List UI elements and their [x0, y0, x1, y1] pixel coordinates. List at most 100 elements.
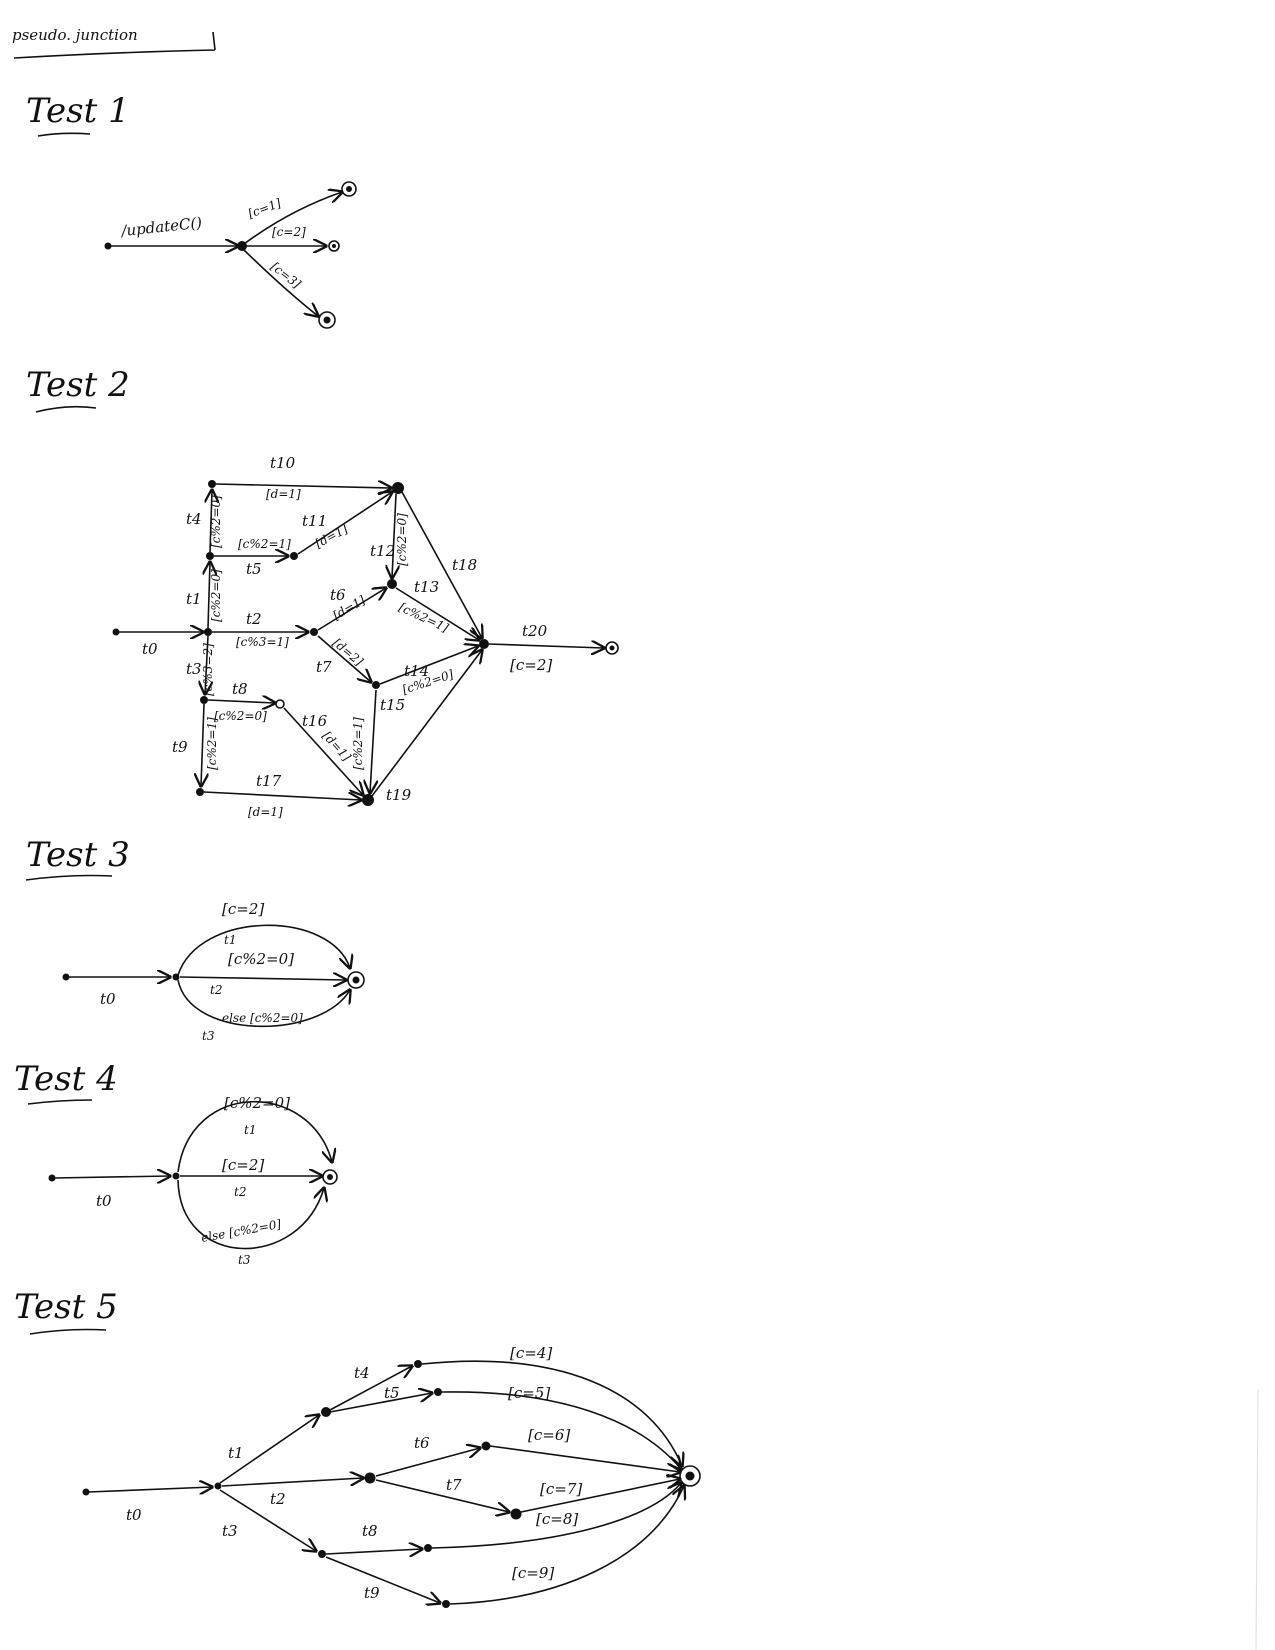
- label-c1: [c=1]: [246, 196, 283, 221]
- label-t3: t3: [186, 660, 202, 678]
- guard-t3: [c%3=2]: [201, 643, 215, 696]
- label-t12: t12: [370, 542, 395, 560]
- pseudo-junction: [172, 1172, 180, 1180]
- label-t15: t15: [380, 696, 405, 714]
- node-right-upper: [387, 579, 397, 589]
- edge-t16: [283, 707, 363, 795]
- guard-bot: else [c%2=0]: [200, 1217, 282, 1245]
- edge-t2: [179, 977, 346, 980]
- final-state-dot: [609, 645, 615, 651]
- header-fragment: pseudo. junction: [12, 26, 216, 59]
- label-t3: t3: [202, 1029, 215, 1043]
- edge-t1: [208, 562, 210, 629]
- edge-t0: [53, 1176, 170, 1178]
- node-n4: [318, 1550, 326, 1558]
- label-t1: t1: [228, 1444, 244, 1462]
- label-t5: t5: [384, 1384, 400, 1402]
- label-t3: t3: [222, 1522, 238, 1540]
- guard-t10: [d=1]: [266, 487, 301, 501]
- edge-t19: [371, 650, 482, 797]
- transition-c1: [243, 192, 342, 245]
- guard-c9: [c=9]: [512, 1564, 554, 1582]
- edge-t1: [219, 1415, 319, 1484]
- guard-t9: [c%2=1]: [205, 717, 219, 770]
- initial-node: [82, 1488, 90, 1496]
- label-t11: t11: [302, 512, 327, 530]
- guard-top: [c%2=0]: [224, 1094, 290, 1112]
- label-t8: t8: [232, 680, 248, 698]
- test-5-title: Test 5: [14, 1287, 118, 1327]
- edge-t9: [325, 1556, 440, 1603]
- test-1-diagram: Test 1 /updateC() [c=1] [c=2] [c=3]: [26, 91, 357, 329]
- node-n3: [364, 1472, 376, 1484]
- label-t20: t20: [522, 622, 548, 640]
- edge-t11: [297, 492, 392, 555]
- guard-bot: else [c%2=0]: [222, 1011, 303, 1025]
- node-bottom-left: [196, 788, 204, 796]
- edge-c7: [520, 1479, 680, 1513]
- edge-c6: [489, 1445, 680, 1472]
- final-state-dot: [352, 976, 360, 984]
- label-t9: t9: [364, 1584, 380, 1602]
- edge-t6: [375, 1448, 480, 1477]
- edge-c5: [441, 1391, 681, 1469]
- final-state-dot: [327, 1174, 333, 1180]
- edge-t10: [215, 484, 391, 488]
- test-3-diagram: Test 3 t0 [c=2] t1 [c%2=0] t2 else [c%2=…: [25, 835, 365, 1043]
- edge-t3: [177, 1179, 324, 1250]
- test-2-title: Test 2: [26, 365, 130, 405]
- edge-t0: [87, 1487, 212, 1492]
- test-2-underline: [35, 405, 97, 413]
- transition-c3: [243, 249, 318, 316]
- label-t2: t2: [246, 610, 262, 628]
- edge-t3: [219, 1489, 316, 1551]
- label-t18: t18: [452, 556, 477, 574]
- guard-t16: [d=1]: [320, 729, 354, 764]
- pseudo-junction: [172, 973, 180, 981]
- node-n8: [510, 1508, 522, 1520]
- guard-t5: [c%2=1]: [238, 537, 291, 551]
- test-5-diagram: Test 5 t0 t1 t2 t3 t4: [14, 1287, 701, 1608]
- initial-node: [62, 973, 70, 981]
- node-n7: [481, 1441, 491, 1451]
- label-t1: t1: [244, 1123, 256, 1137]
- test-1-title: Test 1: [26, 91, 130, 131]
- edge-t17: [203, 791, 361, 800]
- final-state-3: [318, 311, 336, 329]
- node-join: [479, 639, 489, 649]
- edge-t5: [329, 1393, 432, 1413]
- node-top-left: [208, 480, 216, 488]
- node-n9: [424, 1544, 432, 1552]
- edge-t13: [395, 587, 479, 640]
- label-t16: t16: [302, 712, 328, 730]
- final-state-dot: [685, 1471, 695, 1481]
- label-t10: t10: [270, 454, 296, 472]
- guard-c7: [c=7]: [540, 1480, 582, 1498]
- label-t2: t2: [270, 1490, 286, 1508]
- label-t2: t2: [210, 983, 222, 997]
- guard-c6: [c=6]: [528, 1426, 570, 1444]
- guard-t2: [c%3=1]: [236, 635, 289, 649]
- scan-edge: [1255, 1389, 1259, 1650]
- label-t7: t7: [316, 658, 332, 676]
- guard-t8: [c%2=0]: [214, 709, 267, 723]
- test-1-underline: [37, 132, 91, 137]
- edge-t12: [392, 493, 396, 578]
- node-n10: [442, 1600, 450, 1608]
- label-c2: [c=2]: [272, 225, 306, 239]
- guard-mid: [c%2=0]: [228, 950, 294, 968]
- final-state-2-dot: [332, 244, 336, 248]
- node-n1: [214, 1482, 222, 1490]
- guard-c4: [c=4]: [510, 1344, 552, 1362]
- edge-t2: [221, 1478, 363, 1487]
- guard-top: [c=2]: [222, 900, 264, 918]
- header-underline: [13, 31, 216, 59]
- edge-t3: [177, 979, 350, 1028]
- guard-t4: [c%2=0]: [209, 495, 223, 548]
- edge-t9: [201, 703, 204, 786]
- initial-node: [48, 1174, 56, 1182]
- node-lower-left: [200, 696, 208, 704]
- final-state-2: [328, 240, 340, 252]
- edge-t3: [205, 635, 208, 694]
- test-4-underline: [27, 1099, 93, 1105]
